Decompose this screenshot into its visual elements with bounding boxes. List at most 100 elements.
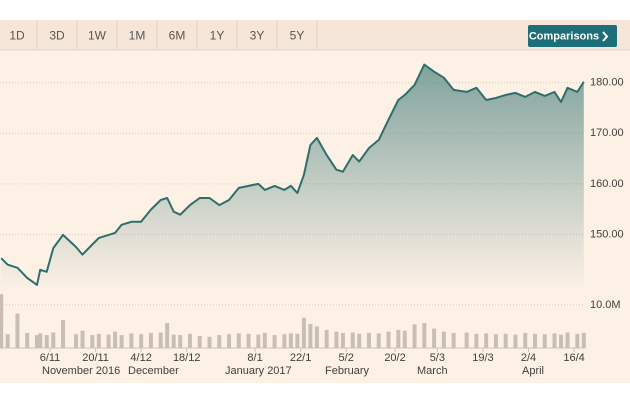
volume-bar: [51, 332, 56, 348]
volume-bar: [308, 323, 313, 348]
volume-bar: [552, 333, 557, 348]
volume-bar: [350, 332, 355, 348]
chevron-icon: [602, 31, 609, 42]
volume-bar: [340, 332, 345, 348]
volume-bar: [106, 334, 111, 348]
month-label: February: [325, 365, 370, 377]
volume-bar: [262, 332, 267, 348]
volume-bar: [129, 333, 134, 348]
volume-bar: [301, 317, 306, 348]
price-area: [1, 64, 584, 290]
volume-bar: [178, 335, 183, 348]
x-tick-label: 20/2: [384, 352, 405, 364]
range-button[interactable]: 1W: [88, 29, 107, 43]
volume-bar: [148, 332, 153, 348]
volume-bar: [207, 336, 212, 348]
x-tick-label: 4/12: [130, 352, 151, 364]
month-label: January 2017: [225, 365, 292, 377]
x-tick-label: 16/4: [563, 352, 584, 364]
volume-bar: [503, 333, 508, 348]
volume-bar: [256, 334, 261, 348]
range-button[interactable]: 6M: [169, 29, 186, 43]
volume-bar: [493, 334, 498, 348]
volume-bar: [484, 333, 489, 348]
y-tick-label: 10.0M: [590, 299, 621, 311]
volume-bar: [402, 330, 407, 348]
volume-bar: [119, 335, 124, 348]
volume-bar: [15, 313, 20, 348]
y-tick-label: 160.00: [590, 178, 624, 190]
volume-bar: [432, 328, 437, 348]
volume-bar: [139, 334, 144, 348]
volume-bar: [217, 335, 222, 348]
range-buttons: 1D 3D 1W 1M 6M 1Y 3Y 5Y: [9, 21, 318, 49]
x-tick-label: 22/1: [290, 352, 311, 364]
volume-bar: [282, 334, 287, 348]
volume-bar: [96, 333, 101, 348]
volume-bar: [542, 334, 547, 348]
y-tick-label: 150.00: [590, 228, 624, 240]
range-button[interactable]: 3D: [49, 29, 65, 43]
volume-bar: [334, 331, 339, 348]
volume-bar: [396, 329, 401, 348]
volume-bar: [441, 331, 446, 348]
range-button[interactable]: 1D: [9, 29, 25, 43]
volume-bar: [113, 331, 118, 348]
volume-bar: [295, 333, 300, 348]
volume-bar: [412, 324, 417, 348]
y-tick-label: 170.00: [590, 127, 624, 139]
volume-bar: [246, 333, 251, 348]
volume-bar: [90, 335, 95, 348]
volume-bar: [38, 333, 43, 348]
range-button[interactable]: 1Y: [210, 29, 225, 43]
x-tick-label: 8/1: [247, 352, 262, 364]
volume-bar: [236, 333, 241, 348]
comparisons-label[interactable]: Comparisons: [529, 30, 599, 42]
volume-bar: [158, 332, 163, 348]
volume-bar: [197, 335, 202, 348]
volume-bar: [44, 335, 49, 348]
volume-bar: [34, 335, 39, 348]
volume-bar: [288, 333, 293, 348]
month-label: December: [128, 365, 179, 377]
volume-bar: [565, 332, 570, 348]
volume-bar: [581, 332, 586, 348]
range-button[interactable]: 3Y: [250, 29, 265, 43]
range-button[interactable]: 1M: [129, 29, 146, 43]
volume-bar: [474, 333, 479, 348]
x-tick-label: 20/11: [82, 352, 109, 364]
volume-bar: [165, 323, 170, 348]
volume-bar: [187, 333, 192, 348]
volume-bar: [366, 332, 371, 348]
volume-bar: [61, 320, 66, 348]
volume-bar: [357, 333, 362, 348]
x-tick-label: 5/3: [430, 352, 445, 364]
x-tick-label: 19/3: [472, 352, 493, 364]
month-label: November 2016: [42, 365, 120, 377]
price-line: [0, 63, 585, 286]
volume-bar: [376, 333, 381, 348]
volume-bar: [532, 333, 537, 348]
x-tick-label: 5/2: [339, 352, 354, 364]
toolbar: [0, 20, 630, 50]
volume-bar: [575, 333, 580, 348]
volume-bar: [25, 332, 30, 348]
comparisons-button[interactable]: [528, 25, 617, 47]
volume-bar: [523, 332, 528, 348]
volume-bar: [171, 334, 176, 348]
volume-bar: [80, 330, 85, 348]
y-tick-label: 180.00: [590, 77, 624, 89]
x-tick-label: 6/11: [40, 352, 61, 364]
volume-bar: [559, 334, 564, 348]
month-label: April: [522, 365, 544, 377]
volume-bar: [464, 332, 469, 348]
volume-bar: [513, 334, 518, 348]
volume-bar: [5, 334, 10, 348]
volume-bar: [324, 329, 329, 348]
volume-bar: [386, 331, 391, 348]
volume-bar: [0, 294, 4, 348]
volume-bar: [314, 326, 319, 348]
range-button[interactable]: 5Y: [290, 29, 305, 43]
month-label: March: [417, 365, 448, 377]
